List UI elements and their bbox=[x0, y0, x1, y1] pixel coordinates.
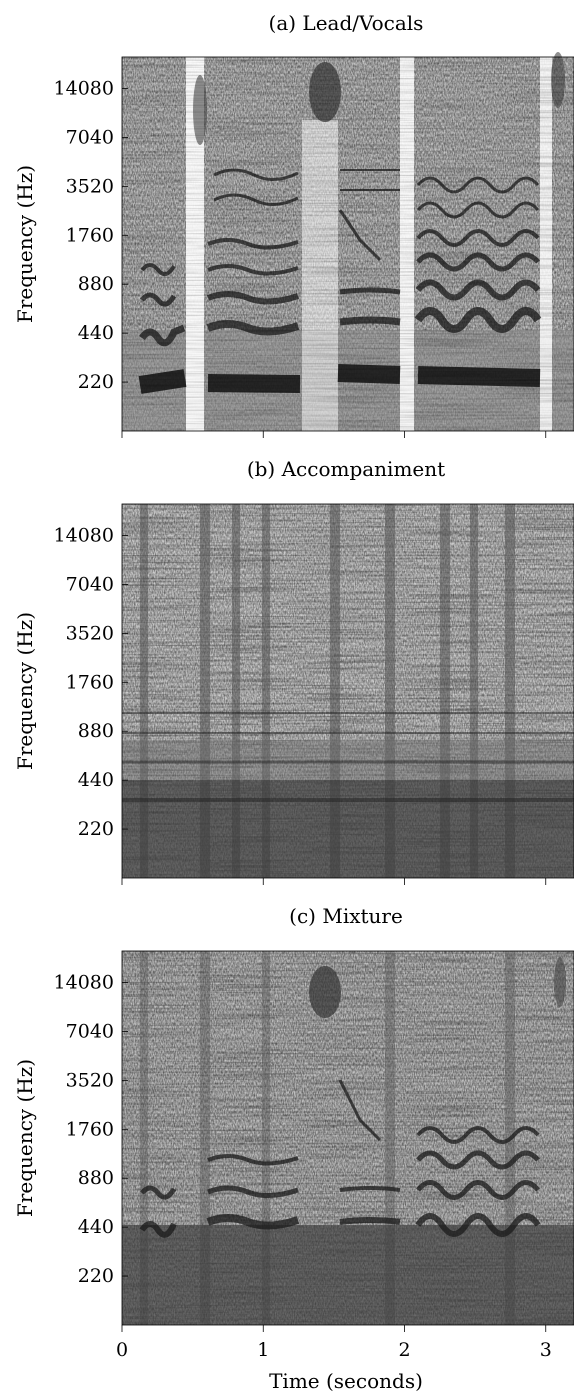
y-axis: 220 440 880 1760 3520 7040 14080 bbox=[54, 525, 128, 840]
y-axis-label: Frequency (Hz) bbox=[13, 612, 37, 770]
y-tick-label: 3520 bbox=[66, 622, 114, 644]
plot-area bbox=[121, 950, 574, 1326]
y-tick-label: 220 bbox=[78, 818, 114, 840]
y-tick-label: 1760 bbox=[66, 1118, 114, 1140]
spectrogram-image bbox=[122, 504, 574, 878]
y-axis: 220 440 880 1760 3520 7040 14080 bbox=[54, 78, 128, 393]
y-axis-label: Frequency (Hz) bbox=[13, 165, 37, 323]
x-tick-marks bbox=[121, 431, 547, 1332]
y-tick-label: 1760 bbox=[66, 224, 114, 246]
panel-title: (b) Accompaniment bbox=[247, 457, 445, 481]
x-tick-label: 3 bbox=[540, 1339, 552, 1361]
plot-area bbox=[121, 56, 574, 432]
y-axis: 220 440 880 1760 3520 7040 14080 bbox=[54, 972, 128, 1287]
x-axis: 0 1 2 3 bbox=[116, 1339, 552, 1361]
y-tick-label: 14080 bbox=[54, 972, 114, 994]
y-tick-label: 14080 bbox=[54, 78, 114, 100]
y-tick-label: 220 bbox=[78, 1265, 114, 1287]
x-tick-label: 2 bbox=[398, 1339, 410, 1361]
y-axis-label: Frequency (Hz) bbox=[13, 1059, 37, 1217]
y-tick-label: 7040 bbox=[66, 126, 114, 148]
y-tick-label: 880 bbox=[78, 273, 114, 295]
y-tick-label: 14080 bbox=[54, 525, 114, 547]
x-axis-label: Time (seconds) bbox=[269, 1369, 423, 1393]
y-tick-label: 3520 bbox=[66, 1069, 114, 1091]
y-tick-label: 1760 bbox=[66, 671, 114, 693]
y-tick-label: 7040 bbox=[66, 573, 114, 595]
x-tick-label: 1 bbox=[257, 1339, 269, 1361]
panel-title: (c) Mixture bbox=[289, 904, 403, 928]
x-tick-label: 0 bbox=[116, 1339, 128, 1361]
y-tick-label: 440 bbox=[78, 1216, 114, 1238]
y-tick-label: 440 bbox=[78, 769, 114, 791]
panel-mixture: (c) Mixture bbox=[13, 904, 574, 1393]
spectrogram-image bbox=[122, 52, 574, 431]
y-tick-label: 440 bbox=[78, 322, 114, 344]
y-tick-label: 3520 bbox=[66, 175, 114, 197]
plot-area bbox=[121, 503, 574, 879]
panel-accompaniment: (b) Accompaniment bbox=[13, 457, 574, 879]
y-tick-label: 7040 bbox=[66, 1020, 114, 1042]
panel-lead-vocals: (a) Lead/Vocals bbox=[13, 11, 574, 432]
y-tick-label: 220 bbox=[78, 371, 114, 393]
y-tick-label: 880 bbox=[78, 720, 114, 742]
spectrogram-image bbox=[122, 951, 574, 1325]
y-tick-label: 880 bbox=[78, 1167, 114, 1189]
panel-title: (a) Lead/Vocals bbox=[269, 11, 424, 35]
